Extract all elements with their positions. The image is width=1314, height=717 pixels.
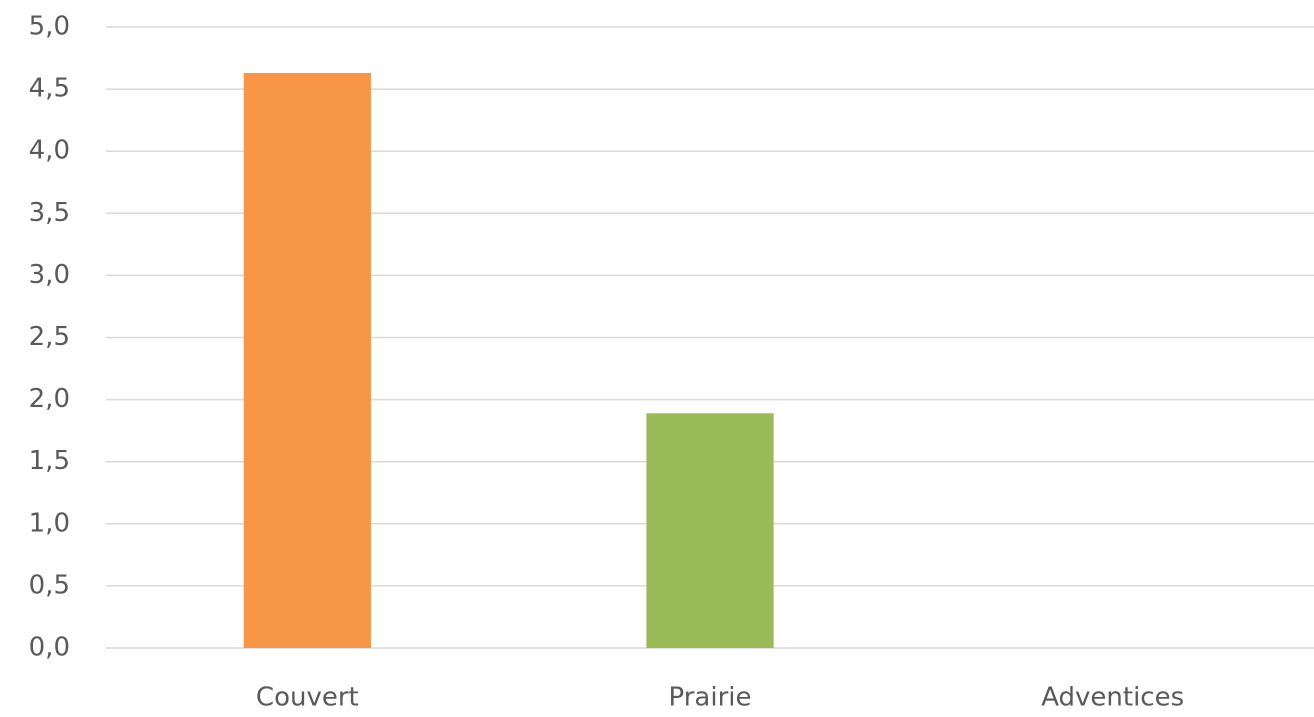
y-tick-label: 4,5 bbox=[29, 74, 70, 104]
y-tick-label: 4,0 bbox=[29, 136, 70, 166]
x-tick-label: Couvert bbox=[256, 683, 359, 713]
y-tick-label: 3,0 bbox=[29, 260, 70, 290]
y-tick-label: 0,5 bbox=[29, 570, 70, 600]
bar bbox=[243, 72, 371, 649]
y-tick-label: 1,5 bbox=[29, 446, 70, 476]
y-tick-label: 5,0 bbox=[29, 12, 70, 42]
x-tick-label: Prairie bbox=[669, 683, 752, 713]
x-tick-label: Adventices bbox=[1041, 683, 1184, 713]
y-tick-label: 2,0 bbox=[29, 384, 70, 414]
y-tick-label: 3,5 bbox=[29, 198, 70, 228]
y-tick-label: 1,0 bbox=[29, 508, 70, 538]
bar bbox=[646, 413, 774, 648]
y-tick-label: 2,5 bbox=[29, 322, 70, 352]
y-tick-label: 0,0 bbox=[29, 633, 70, 663]
